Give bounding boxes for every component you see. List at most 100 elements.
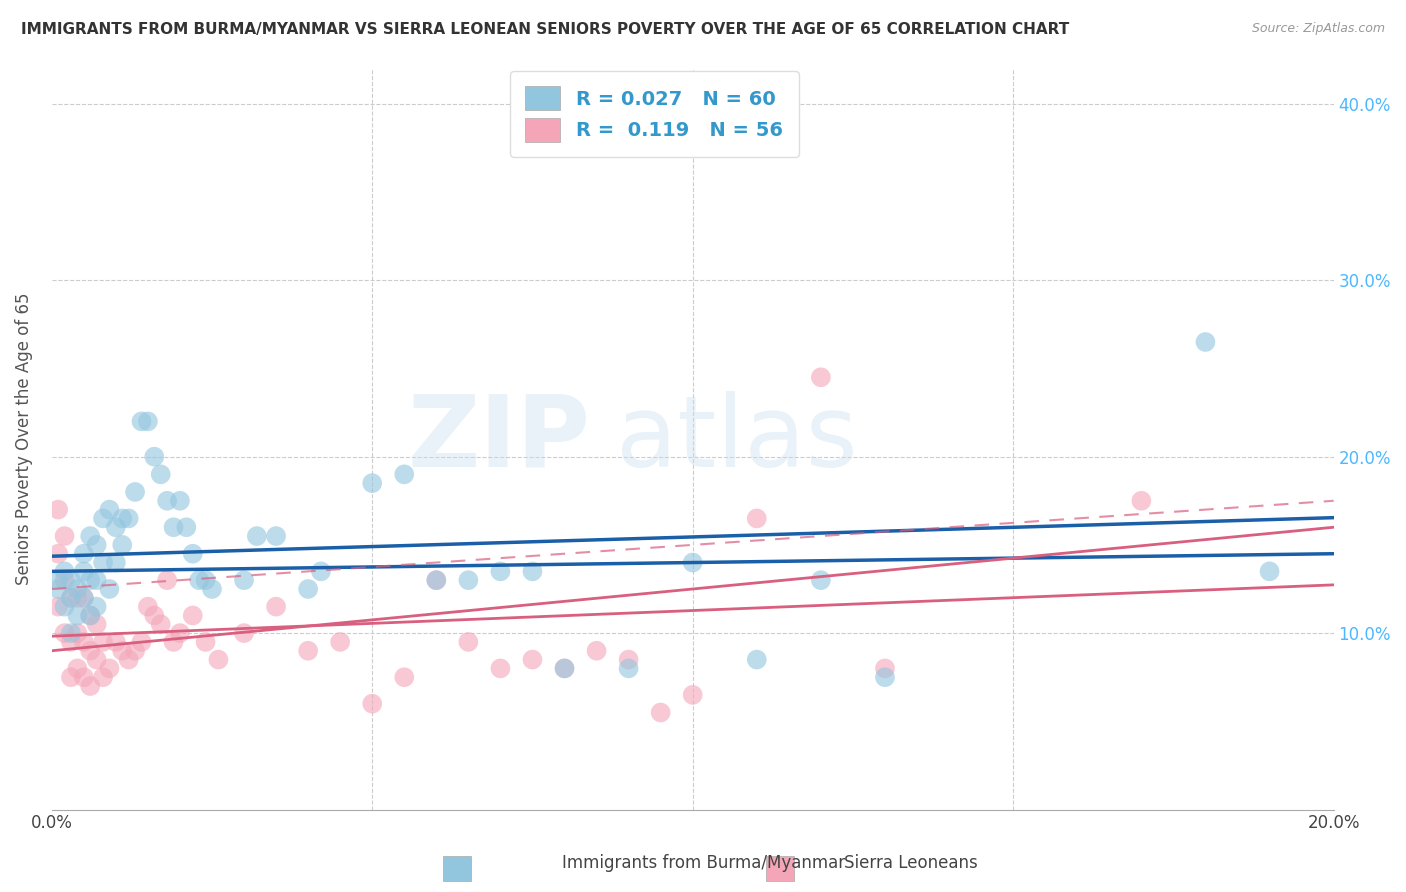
Point xyxy=(53,529,76,543)
Point xyxy=(46,599,69,614)
Point xyxy=(156,573,179,587)
Point xyxy=(86,617,108,632)
Point xyxy=(156,493,179,508)
Point xyxy=(329,635,352,649)
Point xyxy=(181,547,204,561)
Point xyxy=(73,670,96,684)
Point xyxy=(59,635,82,649)
Point xyxy=(1258,565,1281,579)
Point xyxy=(104,520,127,534)
FancyBboxPatch shape xyxy=(443,856,471,881)
Point xyxy=(425,573,447,587)
Point xyxy=(46,547,69,561)
Point xyxy=(873,670,896,684)
Point xyxy=(66,608,89,623)
Point xyxy=(91,556,114,570)
Point xyxy=(46,502,69,516)
Point xyxy=(162,520,184,534)
Point xyxy=(59,670,82,684)
Point xyxy=(59,591,82,605)
Point xyxy=(169,626,191,640)
Point xyxy=(264,529,287,543)
Point xyxy=(207,652,229,666)
Point xyxy=(1194,334,1216,349)
Point xyxy=(53,626,76,640)
Point xyxy=(264,599,287,614)
Point xyxy=(131,635,153,649)
Text: Source: ZipAtlas.com: Source: ZipAtlas.com xyxy=(1251,22,1385,36)
Point xyxy=(361,697,384,711)
Point xyxy=(1130,493,1153,508)
Text: atlas: atlas xyxy=(616,391,858,488)
Text: Immigrants from Burma/Myanmar: Immigrants from Burma/Myanmar xyxy=(562,855,845,872)
Point xyxy=(118,652,141,666)
Point xyxy=(79,679,101,693)
Point xyxy=(131,414,153,428)
Point xyxy=(682,688,704,702)
Point xyxy=(810,573,832,587)
Y-axis label: Seniors Poverty Over the Age of 65: Seniors Poverty Over the Age of 65 xyxy=(15,293,32,585)
Point xyxy=(111,644,134,658)
Point xyxy=(124,644,146,658)
Point xyxy=(86,538,108,552)
Point xyxy=(425,573,447,587)
Point xyxy=(457,573,479,587)
Point xyxy=(59,591,82,605)
Point xyxy=(745,652,768,666)
Point xyxy=(118,511,141,525)
Point xyxy=(149,467,172,482)
Point xyxy=(522,652,544,666)
Point xyxy=(522,565,544,579)
Point xyxy=(194,635,217,649)
Point xyxy=(682,556,704,570)
Point xyxy=(66,626,89,640)
Point xyxy=(309,565,332,579)
Point xyxy=(59,573,82,587)
Point xyxy=(810,370,832,384)
Point xyxy=(143,608,166,623)
Point xyxy=(394,670,416,684)
Point xyxy=(553,661,575,675)
Point xyxy=(873,661,896,675)
Text: IMMIGRANTS FROM BURMA/MYANMAR VS SIERRA LEONEAN SENIORS POVERTY OVER THE AGE OF : IMMIGRANTS FROM BURMA/MYANMAR VS SIERRA … xyxy=(21,22,1070,37)
Point xyxy=(79,573,101,587)
Point xyxy=(111,538,134,552)
Point xyxy=(489,661,512,675)
Point xyxy=(111,511,134,525)
Point xyxy=(361,476,384,491)
Point xyxy=(136,414,159,428)
Point xyxy=(617,652,640,666)
Point xyxy=(73,591,96,605)
Point xyxy=(73,591,96,605)
Point xyxy=(201,582,224,596)
Point xyxy=(91,670,114,684)
Point xyxy=(124,485,146,500)
Point xyxy=(489,565,512,579)
Point xyxy=(91,635,114,649)
Point xyxy=(233,626,256,640)
FancyBboxPatch shape xyxy=(766,856,794,881)
Point xyxy=(86,599,108,614)
Point xyxy=(66,582,89,596)
Point xyxy=(46,582,69,596)
Point xyxy=(73,565,96,579)
Point xyxy=(650,706,672,720)
Point xyxy=(181,608,204,623)
Point xyxy=(297,582,319,596)
Point xyxy=(136,599,159,614)
Point xyxy=(91,511,114,525)
Point xyxy=(73,547,96,561)
Point xyxy=(246,529,269,543)
Point xyxy=(650,141,672,155)
Point xyxy=(617,661,640,675)
Point xyxy=(176,520,198,534)
Point xyxy=(162,635,184,649)
Point xyxy=(745,511,768,525)
Point xyxy=(98,582,121,596)
Legend: R = 0.027   N = 60, R =  0.119   N = 56: R = 0.027 N = 60, R = 0.119 N = 56 xyxy=(510,70,799,157)
Point xyxy=(169,493,191,508)
Point xyxy=(79,608,101,623)
Point xyxy=(297,644,319,658)
Point xyxy=(53,599,76,614)
Point xyxy=(585,644,607,658)
